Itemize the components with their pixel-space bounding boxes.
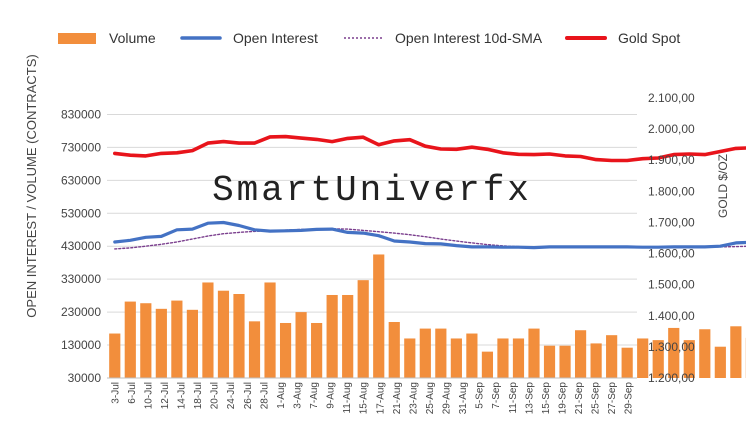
x-tick-label: 26-Jul	[243, 382, 254, 409]
volume-bar	[466, 334, 477, 378]
y-axis-label-right: GOLD $/OZ	[716, 154, 730, 218]
volume-bar	[482, 352, 493, 378]
x-tick-label: 23-Aug	[408, 382, 419, 414]
x-tick-label: 7-Aug	[309, 382, 320, 409]
x-tick-label: 13-Sep	[524, 382, 535, 415]
x-tick-label: 20-Jul	[210, 382, 221, 409]
volume-bar	[591, 343, 602, 378]
x-tick-label: 1-Aug	[276, 382, 287, 409]
y-axis-label-left: OPEN INTEREST / VOLUME (CONTRACTS)	[24, 54, 39, 317]
y2-tick-label: 1.700,00	[648, 215, 695, 229]
y-tick-label: 230000	[61, 305, 101, 319]
volume-bar	[699, 329, 710, 378]
x-tick-label: 7-Sep	[491, 382, 502, 409]
y-tick-label: 130000	[61, 338, 101, 352]
volume-bar	[358, 280, 369, 378]
x-tick-label: 25-Aug	[425, 382, 436, 414]
legend-open-interest-label: Open Interest	[233, 30, 318, 46]
x-tick-label: 21-Aug	[392, 382, 403, 414]
volume-bar	[264, 282, 275, 378]
y-tick-label: 330000	[61, 272, 101, 286]
x-tick-label: 31-Aug	[458, 382, 469, 414]
x-tick-label: 9-Aug	[326, 382, 337, 409]
volume-bar	[575, 330, 586, 378]
volume-bar	[125, 302, 136, 378]
y-tick-label: 730000	[61, 140, 101, 154]
x-tick-label: 3-Aug	[292, 382, 303, 409]
volume-bar	[202, 282, 213, 378]
y-tick-label: 530000	[61, 206, 101, 220]
volume-bar	[218, 291, 229, 378]
x-tick-label: 28-Jul	[259, 382, 270, 409]
x-tick-label: 29-Sep	[624, 382, 635, 415]
x-tick-label: 19-Sep	[557, 382, 568, 415]
volume-bar	[296, 312, 307, 378]
watermark: SmartUniverfx	[212, 170, 532, 211]
volume-bar	[606, 335, 617, 378]
y-tick-label: 830000	[61, 107, 101, 121]
y2-tick-label: 1.200,00	[648, 371, 695, 385]
volume-bar	[187, 310, 198, 378]
x-tick-label: 11-Sep	[508, 382, 519, 414]
volume-bar	[559, 346, 570, 378]
y2-tick-label: 1.300,00	[648, 340, 695, 354]
x-tick-label: 18-Jul	[193, 382, 204, 409]
x-tick-label: 15-Sep	[541, 382, 552, 415]
x-tick-label: 21-Sep	[574, 382, 585, 415]
y2-tick-label: 2.100,00	[648, 91, 695, 105]
volume-bar	[451, 338, 462, 378]
legend-gold-spot-label: Gold Spot	[618, 30, 680, 46]
x-tick-label: 3-Jul	[110, 382, 121, 404]
volume-bar	[140, 303, 151, 378]
volume-bar	[171, 301, 182, 378]
x-tick-label: 5-Sep	[475, 382, 486, 409]
y2-tick-label: 1.600,00	[648, 247, 695, 261]
volume-bar	[156, 309, 167, 378]
volume-bar	[311, 323, 322, 378]
y-tick-label: 430000	[61, 239, 101, 253]
volume-bar	[109, 334, 120, 378]
y2-tick-label: 2.000,00	[648, 122, 695, 136]
volume-bar	[435, 329, 446, 378]
volume-bar	[280, 323, 291, 378]
x-tick-label: 15-Aug	[359, 382, 370, 414]
x-tick-label: 25-Sep	[591, 382, 602, 415]
volume-bar	[497, 338, 508, 378]
x-tick-label: 10-Jul	[143, 382, 154, 409]
x-tick-label: 17-Aug	[375, 382, 386, 414]
volume-bar	[389, 322, 400, 378]
volume-bar	[249, 321, 260, 378]
x-tick-label: 11-Aug	[342, 382, 353, 414]
legend-volume-label: Volume	[109, 30, 156, 46]
legend-sma-label: Open Interest 10d-SMA	[395, 30, 543, 46]
volume-bar	[404, 338, 415, 378]
x-tick-label: 27-Sep	[607, 382, 618, 415]
volume-bar	[373, 254, 384, 378]
volume-bar	[327, 295, 338, 378]
volume-bar	[544, 346, 555, 378]
x-tick-label: 6-Jul	[127, 382, 138, 404]
y2-tick-label: 1.400,00	[648, 309, 695, 323]
volume-bar	[420, 329, 431, 378]
y2-tick-label: 1.900,00	[648, 153, 695, 167]
volume-bar	[622, 348, 633, 378]
y-tick-label: 630000	[61, 173, 101, 187]
volume-bar	[715, 347, 726, 378]
x-tick-label: 29-Aug	[442, 382, 453, 414]
x-tick-label: 24-Jul	[226, 382, 237, 409]
volume-bar	[233, 294, 244, 378]
volume-bar	[637, 338, 648, 378]
x-tick-label: 14-Jul	[177, 382, 188, 409]
y-tick-label: 30000	[68, 371, 102, 385]
volume-bar	[730, 326, 741, 378]
y2-tick-label: 1.500,00	[648, 278, 695, 292]
x-tick-label: 12-Jul	[160, 382, 171, 409]
volume-bar	[513, 338, 524, 378]
volume-bar	[528, 329, 539, 378]
legend-volume-swatch	[58, 33, 96, 44]
y2-tick-label: 1.800,00	[648, 184, 695, 198]
volume-bar	[342, 295, 353, 378]
